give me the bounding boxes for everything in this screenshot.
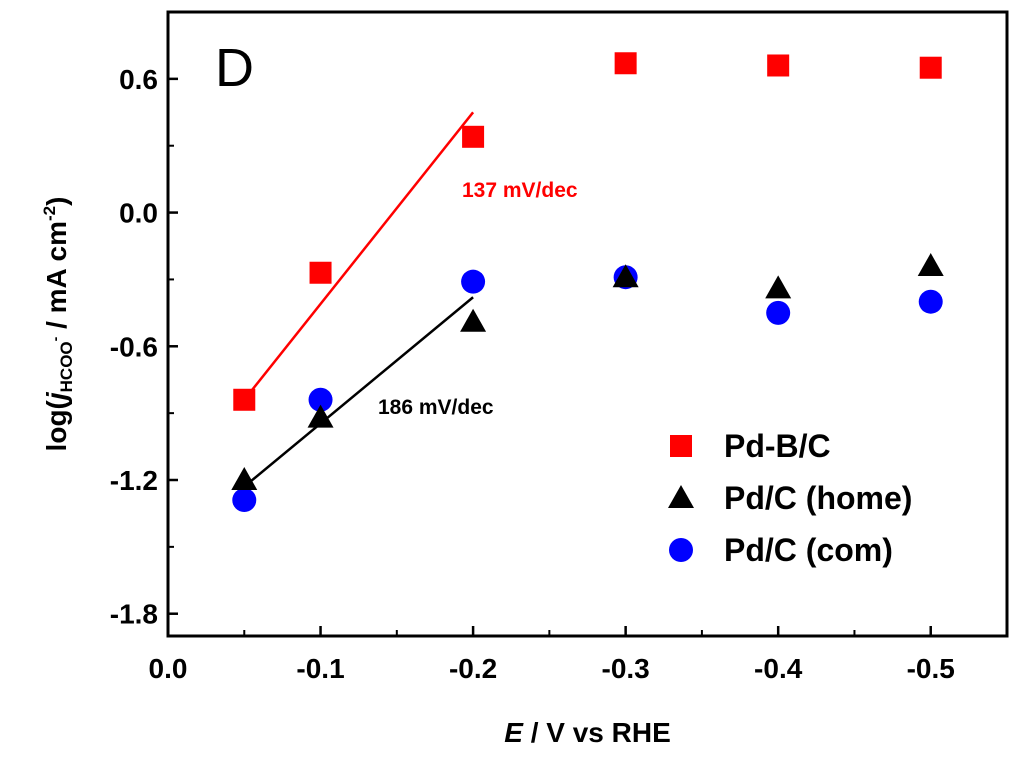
y-tick-label: -0.6 [110, 331, 158, 362]
data-point-circle [232, 488, 257, 513]
data-points [231, 52, 944, 513]
legend-marker-square [670, 435, 692, 457]
y-tick-label: 0.0 [119, 198, 158, 229]
y-tick-label: -1.2 [110, 465, 158, 496]
legend-marker-circle [669, 538, 693, 562]
fit-lines [243, 111, 475, 488]
data-point-triangle [917, 253, 944, 277]
y-axis-title-suffix: ) [41, 197, 72, 206]
data-point-square [767, 54, 790, 77]
fit-annotation-186: 186 mV/dec [378, 396, 494, 419]
x-axis-title-italic: E [504, 717, 524, 748]
legend-label: Pd/C (com) [724, 532, 893, 568]
x-axis-title-rest: / V vs RHE [523, 717, 671, 748]
legend-label: Pd/C (home) [724, 480, 912, 516]
data-point-circle [461, 269, 486, 294]
fit-line-0 [243, 111, 475, 401]
data-point-triangle [765, 275, 792, 299]
data-point-square [309, 261, 332, 284]
panel-label: D [215, 38, 254, 98]
x-tick-label: -0.5 [907, 653, 955, 684]
data-point-triangle [231, 467, 258, 490]
x-tick-label: -0.4 [754, 653, 803, 684]
fit-line-1 [243, 296, 474, 488]
x-axis-title: E / V vs RHE [504, 717, 671, 748]
legend-marker-triangle [668, 485, 694, 508]
data-point-triangle [612, 264, 639, 288]
data-point-square [614, 52, 637, 75]
x-tick-label: -0.1 [296, 653, 344, 684]
y-axis-title-sub-sup: - [47, 336, 63, 341]
y-tick-label: -1.8 [110, 599, 158, 630]
y-axis-title-prefix: log( [41, 399, 72, 451]
ticks: 0.0 -0.1 -0.2 -0.3 -0.4 -0.5 0.6 0.0 -0.6 -1.2 -1.… [110, 11, 955, 684]
legend: Pd-B/C Pd/C (home) Pd/C (com) [668, 428, 912, 568]
x-tick-label: 0.0 [149, 653, 188, 684]
y-axis-title: log(jHCOO- / mA cm-2) [40, 197, 76, 452]
legend-label: Pd-B/C [724, 428, 831, 464]
data-point-circle [308, 387, 333, 412]
data-point-square [233, 388, 256, 411]
y-axis-title-sup: -2 [40, 206, 59, 221]
data-point-circle [766, 300, 791, 325]
fit-annotation-137: 137 mV/dec [462, 179, 578, 202]
plot-area-frame [166, 10, 1009, 638]
y-axis-title-j: j [41, 391, 72, 404]
y-axis-title-mid: / mA cm [41, 221, 72, 337]
x-tick-label: -0.2 [449, 653, 497, 684]
y-axis-title-sub: HCOO [57, 341, 76, 392]
y-tick-label: 0.6 [119, 64, 158, 95]
data-point-triangle [307, 404, 334, 428]
data-point-square [462, 125, 485, 148]
data-point-circle [918, 289, 943, 314]
data-point-triangle [460, 308, 487, 332]
x-tick-label: -0.3 [602, 653, 650, 684]
data-point-square [919, 56, 942, 79]
